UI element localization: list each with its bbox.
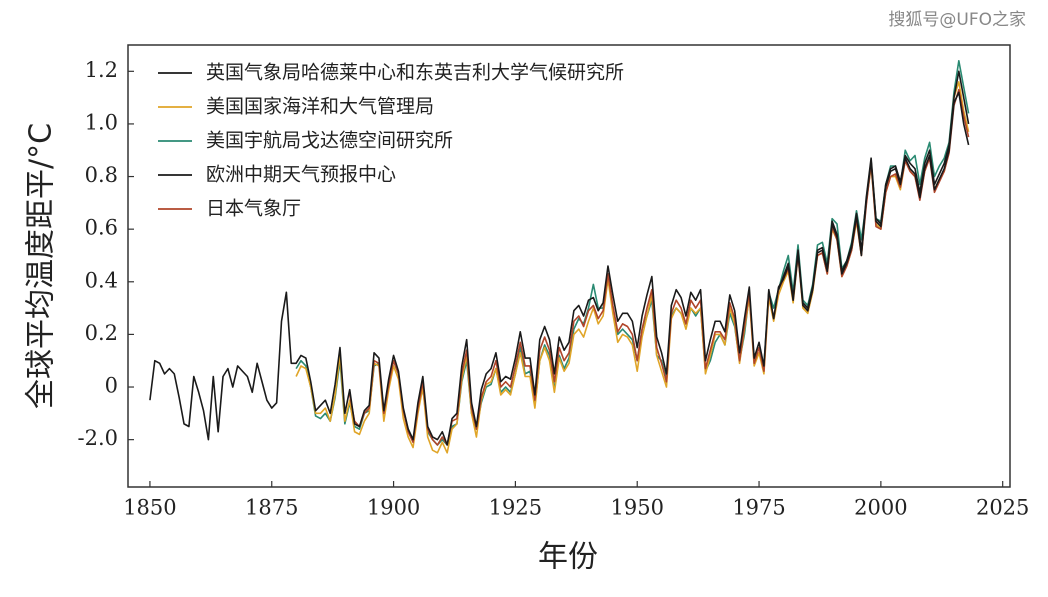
- y-tick-label: 1.2: [85, 58, 118, 82]
- series-line: [777, 70, 970, 309]
- x-tick-label: 1950: [610, 496, 663, 520]
- x-tick-label: 2025: [976, 496, 1029, 520]
- x-tick-label: 1875: [245, 496, 298, 520]
- legend-label: 美国国家海洋和大气管理局: [206, 96, 434, 118]
- y-tick-label: 0.4: [85, 268, 118, 292]
- x-axis-title: 年份: [538, 540, 598, 575]
- y-tick-label: 0.8: [85, 163, 118, 187]
- x-tick-label: 1900: [367, 496, 420, 520]
- x-tick-label: 2000: [854, 496, 907, 520]
- y-tick-label: 0.6: [85, 216, 118, 240]
- watermark: 搜狐号@UFO之家: [888, 10, 1026, 30]
- y-axis-title: 全球平均温度距平/°C: [24, 123, 59, 409]
- legend-label: 欧洲中期天气预报中心: [206, 164, 396, 186]
- legend-label: 美国宇航局戈达德空间研究所: [206, 130, 453, 152]
- y-tick-label: 0.2: [85, 321, 118, 345]
- series-line: [295, 59, 970, 446]
- y-tick-label: -2.0: [78, 426, 119, 450]
- legend-label: 英国气象局哈德莱中心和东英吉利大学气候研究所: [206, 62, 624, 84]
- x-tick-label: 1925: [489, 496, 542, 520]
- y-tick-label: 1.0: [85, 110, 118, 134]
- x-tick-label: 1850: [123, 496, 176, 520]
- x-tick-label: 1975: [732, 496, 785, 520]
- plot-frame: [127, 44, 1011, 488]
- y-tick-label: 0: [105, 374, 118, 398]
- legend-label: 日本气象厅: [206, 198, 301, 220]
